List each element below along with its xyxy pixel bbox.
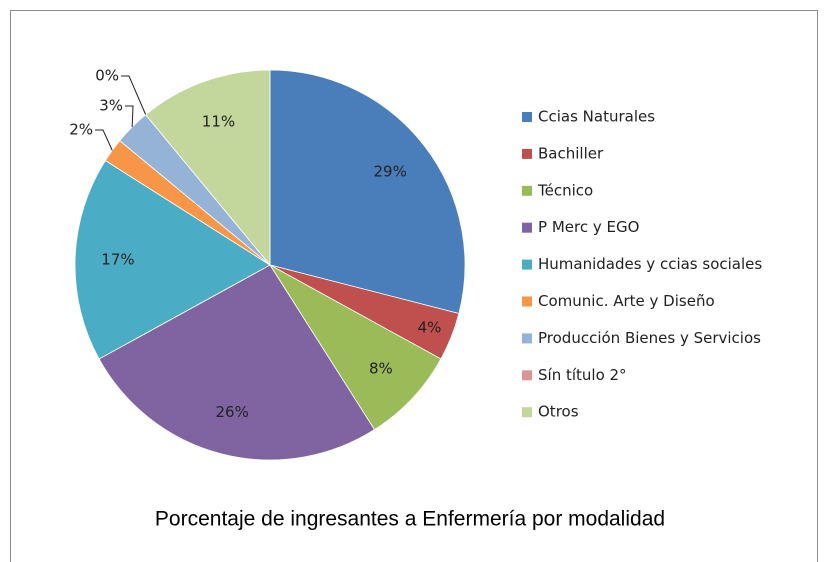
leader-line xyxy=(95,129,113,151)
legend-swatch xyxy=(522,296,532,307)
legend-label: Técnico xyxy=(537,181,593,199)
legend-swatch xyxy=(522,112,532,122)
pie-slice xyxy=(269,264,442,431)
pie-slice xyxy=(269,69,466,314)
legend-swatch xyxy=(522,222,532,233)
legend-swatch xyxy=(522,407,532,418)
data-label: 26% xyxy=(216,403,249,421)
pie-slice xyxy=(145,69,271,267)
data-label: 2% xyxy=(69,121,93,139)
data-label: 0% xyxy=(95,67,119,85)
legend-label: Ccias Naturales xyxy=(538,108,655,126)
legend-label: Otros xyxy=(538,403,579,421)
legend-label: Sín título 2° xyxy=(538,366,627,384)
data-label: 11% xyxy=(202,112,235,130)
data-label: 8% xyxy=(369,360,393,378)
legend-swatch xyxy=(522,333,532,344)
data-label: 3% xyxy=(99,97,123,115)
leader-line xyxy=(121,75,147,115)
leader-line xyxy=(125,105,134,128)
legend-label: Bachiller xyxy=(538,144,604,162)
legend-swatch xyxy=(522,259,532,270)
legend-label: Humanidades y ccias sociales xyxy=(538,255,762,273)
legend-label: Producción Bienes y Servicios xyxy=(538,329,761,347)
legend-label: Comunic. Arte y Diseño xyxy=(538,292,715,310)
data-label: 4% xyxy=(418,319,442,337)
legend-label: P Merc y EGO xyxy=(538,218,639,236)
pie-slice xyxy=(74,159,271,360)
chart-title: Porcentaje de ingresantes a Enfermería p… xyxy=(155,508,665,531)
legend-swatch xyxy=(522,185,532,196)
data-label: 29% xyxy=(374,162,407,180)
data-label: 17% xyxy=(101,251,134,269)
legend-swatch xyxy=(522,148,532,159)
legend-swatch xyxy=(522,370,532,381)
pie-slice xyxy=(98,264,376,461)
